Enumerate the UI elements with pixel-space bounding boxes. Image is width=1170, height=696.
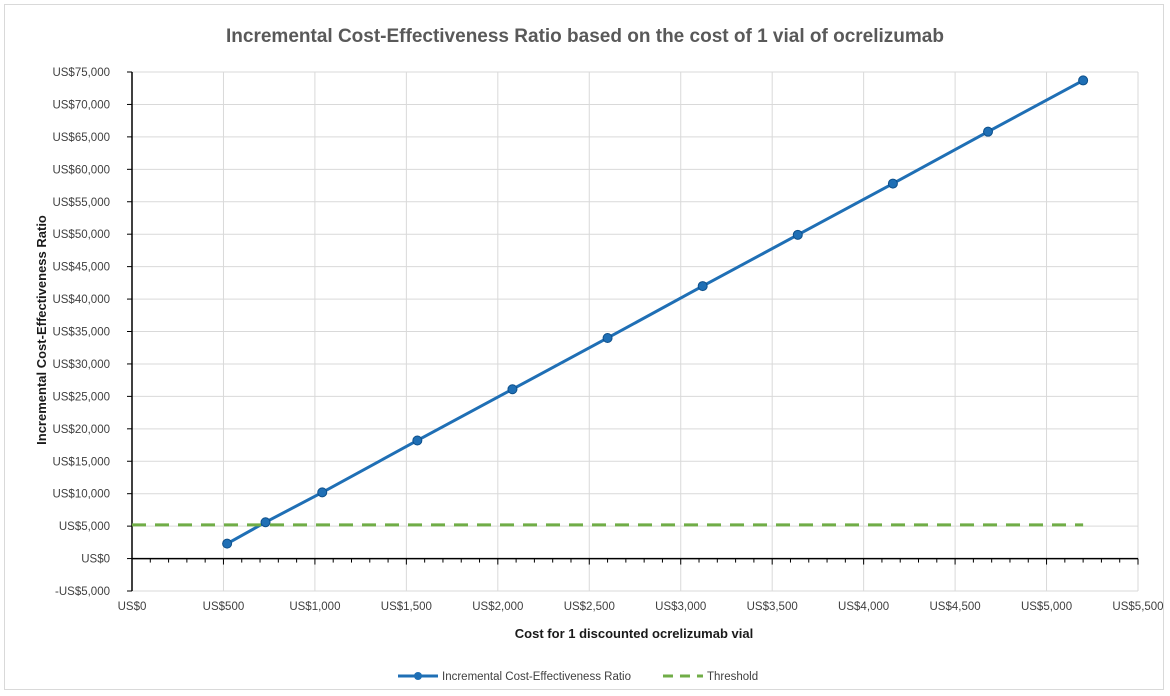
- incremental-cost-effectiveness-ratio-point: [792, 229, 803, 240]
- y-tick-label: US$50,000: [52, 229, 110, 241]
- y-tick-label: US$45,000: [52, 262, 110, 274]
- y-tick-label: US$70,000: [52, 99, 110, 111]
- incremental-cost-effectiveness-ratio-point: [697, 281, 708, 292]
- legend-label-threshold: Threshold: [707, 671, 758, 683]
- x-tick-label: US$2,000: [472, 601, 523, 613]
- y-tick-label: US$65,000: [52, 132, 110, 144]
- y-tick-label: US$10,000: [52, 489, 110, 501]
- legend: Incremental Cost-Effectiveness Ratio Thre…: [398, 671, 758, 683]
- y-tick-label: US$30,000: [52, 359, 110, 371]
- y-axis-title: Incremental Cost-Effectiveness Ratio: [34, 215, 49, 445]
- legend-marker-incremental-cost-effectiveness-ratio: [414, 672, 422, 680]
- x-tick-label: US$4,000: [838, 601, 889, 613]
- x-tick-label: US$2,500: [564, 601, 615, 613]
- chart-title: Incremental Cost-Effectiveness Ratio bas…: [226, 26, 944, 47]
- incremental-cost-effectiveness-ratio-point: [602, 332, 613, 343]
- x-tick-label: US$500: [203, 601, 245, 613]
- legend-label-incremental-cost-effectiveness-ratio: Incremental Cost-Effectiveness Ratio: [442, 671, 631, 683]
- incremental-cost-effectiveness-ratio-point: [317, 487, 328, 498]
- x-tick-label: US$1,500: [381, 601, 432, 613]
- y-tick-label: US$60,000: [52, 164, 110, 176]
- series-layer: [132, 75, 1089, 549]
- y-tick-label: US$0: [81, 554, 110, 566]
- x-axis-title: Cost for 1 discounted ocrelizumab vial: [515, 626, 753, 641]
- y-tick-label: US$25,000: [52, 391, 110, 403]
- x-tick-label: US$4,500: [930, 601, 981, 613]
- y-tick-label: US$20,000: [52, 424, 110, 436]
- y-tick-label: US$55,000: [52, 197, 110, 209]
- y-tick-label: US$75,000: [52, 67, 110, 79]
- incremental-cost-effectiveness-ratio-point: [507, 384, 518, 395]
- incremental-cost-effectiveness-ratio-point: [412, 435, 423, 446]
- incremental-cost-effectiveness-ratio-point: [1078, 75, 1089, 86]
- incremental-cost-effectiveness-ratio-point: [983, 126, 994, 137]
- x-tick-labels: US$0 US$500 US$1,000 US$1,500 US$2,000 US$2,5…: [118, 601, 1164, 613]
- y-tick-label: US$40,000: [52, 294, 110, 306]
- chart-frame: [4, 4, 1164, 690]
- x-tick-label: US$5,000: [1021, 601, 1072, 613]
- incremental-cost-effectiveness-ratio-point: [222, 538, 233, 549]
- x-tick-label: US$3,000: [655, 601, 706, 613]
- gridlines: [131, 71, 1139, 592]
- x-tick-label: US$1,000: [289, 601, 340, 613]
- x-tick-label: US$3,500: [747, 601, 798, 613]
- y-tick-label: US$35,000: [52, 327, 110, 339]
- axes: [127, 71, 1139, 592]
- incremental-cost-effectiveness-ratio-point: [260, 517, 271, 528]
- y-tick-label: US$5,000: [59, 521, 110, 533]
- y-tick-label: -US$5,000: [55, 586, 110, 598]
- x-tick-label: US$0: [118, 601, 147, 613]
- incremental-cost-effectiveness-ratio-point: [887, 178, 898, 189]
- x-tick-label: US$5,500: [1112, 601, 1163, 613]
- y-tick-labels: -US$5,000 US$0 US$5,000 US$10,000 US$15,000 U…: [52, 67, 110, 598]
- y-tick-label: US$15,000: [52, 456, 110, 468]
